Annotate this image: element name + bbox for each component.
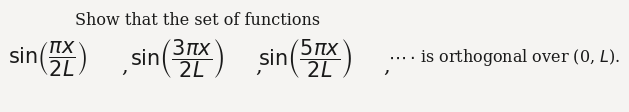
Text: ,: , xyxy=(383,56,389,75)
Text: Show that the set of functions: Show that the set of functions xyxy=(75,12,320,29)
Text: is orthogonal over (0, $\mathit{L}$).: is orthogonal over (0, $\mathit{L}$). xyxy=(420,47,620,68)
Text: $\cdots\cdot\,$: $\cdots\cdot\,$ xyxy=(388,49,415,66)
Text: $\sin\!\left(\dfrac{5\pi x}{2L}\right)$: $\sin\!\left(\dfrac{5\pi x}{2L}\right)$ xyxy=(258,36,353,79)
Text: ,: , xyxy=(255,56,262,75)
Text: ,: , xyxy=(121,56,128,75)
Text: $\sin\!\left(\dfrac{\pi x}{2L}\right)$: $\sin\!\left(\dfrac{\pi x}{2L}\right)$ xyxy=(8,38,87,77)
Text: $\sin\!\left(\dfrac{3\pi x}{2L}\right)$: $\sin\!\left(\dfrac{3\pi x}{2L}\right)$ xyxy=(130,36,225,79)
